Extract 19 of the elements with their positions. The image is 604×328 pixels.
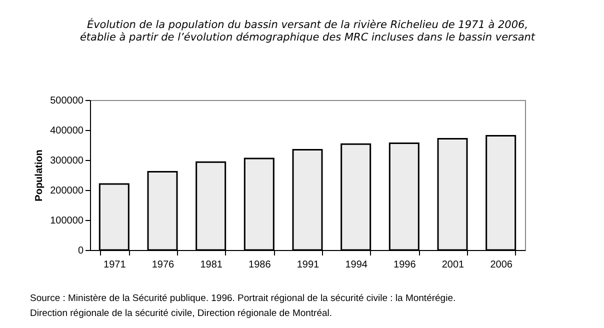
y-tick-label: 500000	[50, 96, 84, 106]
x-tick-label: 1976	[152, 260, 175, 270]
text: Direction régionale de la sécurité civile, Direction régionale de Montréal.	[30, 308, 332, 319]
y-axis-title: Population	[34, 150, 46, 202]
x-tick-label: 1991	[296, 260, 320, 270]
y-tick-label: 0	[78, 246, 84, 256]
x-tick-label: 1981	[200, 260, 223, 270]
x-tick-label: 1996	[394, 260, 416, 270]
x-tick-label: 1994	[345, 260, 368, 270]
y-tick-label: 400000	[50, 126, 84, 136]
y-tick-label: 300000	[50, 156, 84, 166]
x-tick-label: 2006	[490, 260, 513, 270]
x-tick-label: 1971	[104, 260, 126, 270]
x-tick-label: 2001	[442, 260, 465, 270]
y-tick-label: 100000	[50, 216, 84, 226]
source-note: Source : Ministère de la Sécurité publique. 1996. Portrait régional de la sécurité civile : la Montérégie.	[30, 293, 456, 304]
y-tick-label: 200000	[50, 186, 84, 196]
chart-title: Évolution de la population du bassin versant de la rivière Richelieu de 1971 à 2006, établie à partir de l’évolution démographique des MRC incluses dans le bassin versant	[80, 18, 536, 44]
x-tick-label: 1986	[248, 260, 272, 270]
